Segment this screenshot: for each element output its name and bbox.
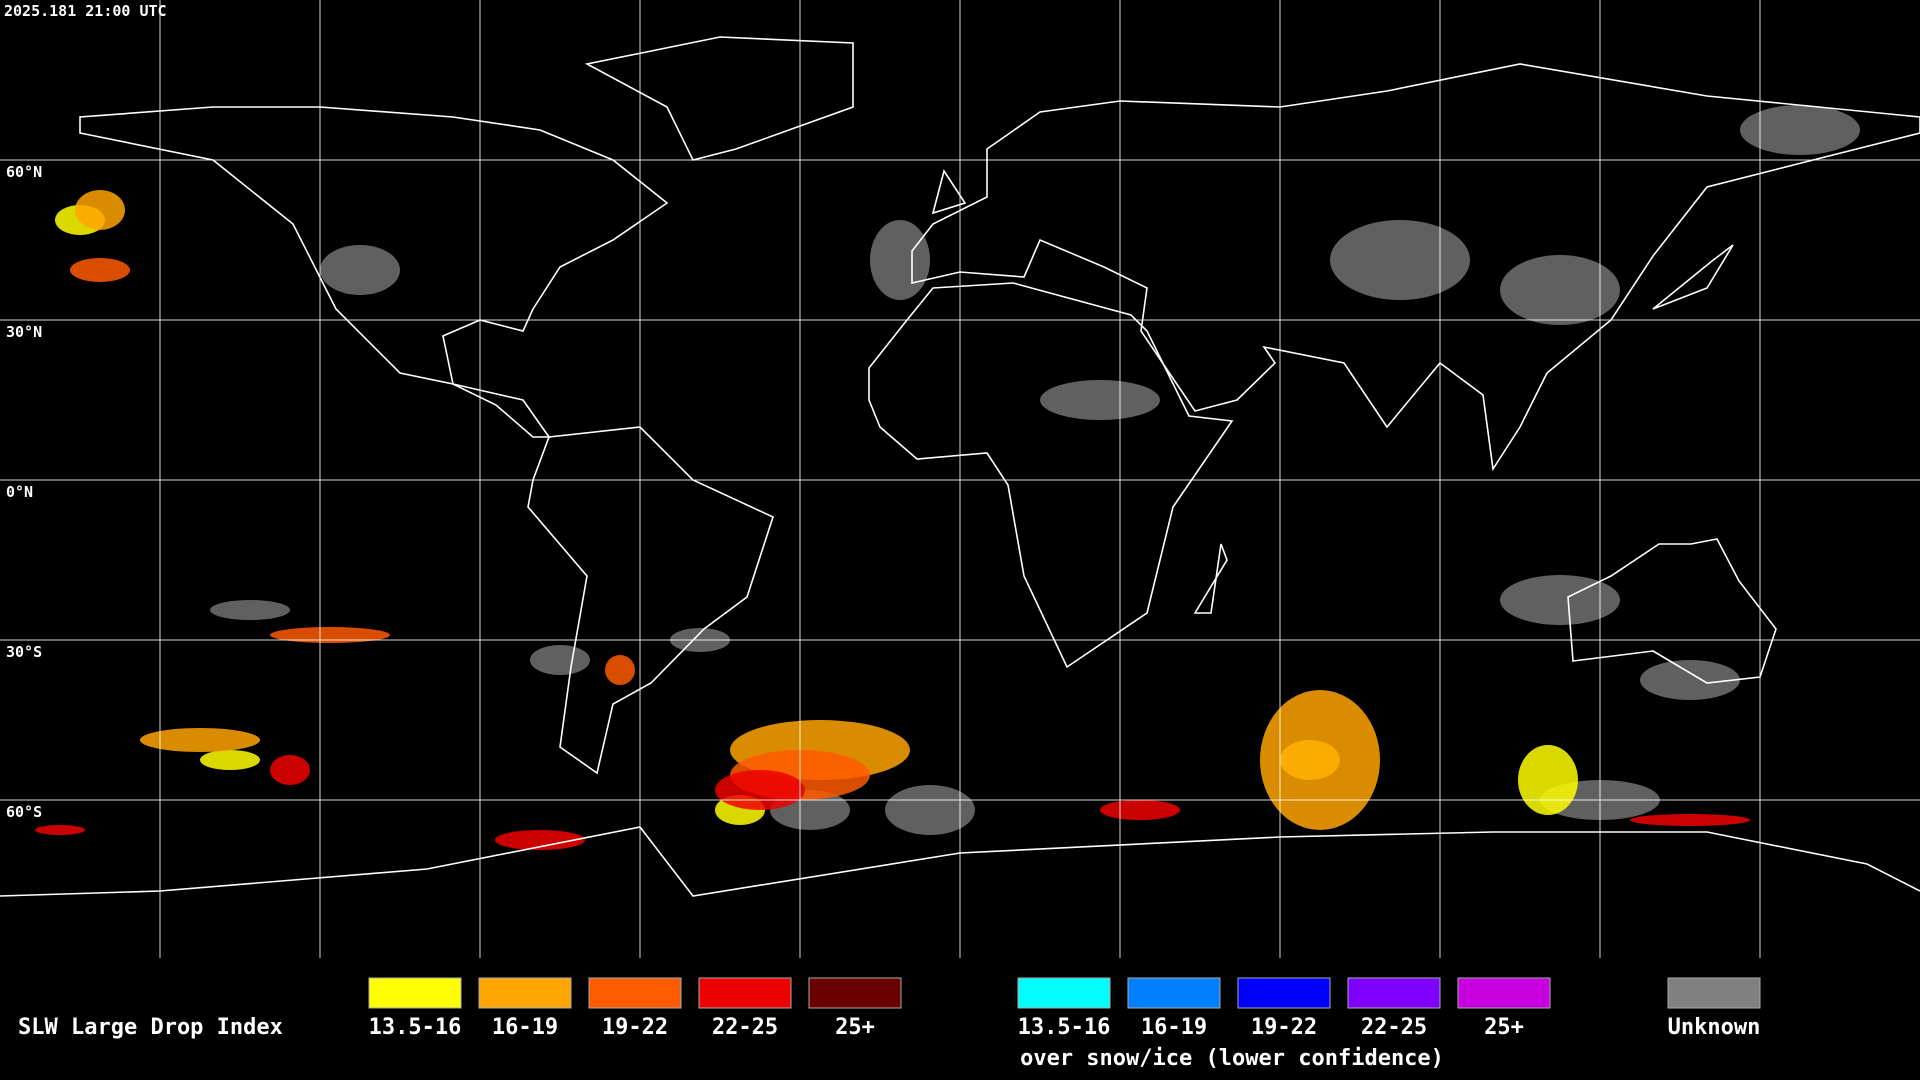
legend-swatch: [588, 977, 682, 1009]
snow-ice-label: 25+: [1484, 1015, 1524, 1040]
latitude-label: 60°S: [6, 803, 42, 821]
unknown-swatch: [1667, 977, 1761, 1009]
snow-ice-swatch: [1347, 977, 1441, 1009]
legend-swatch: [698, 977, 792, 1009]
latitude-label: 30°N: [6, 323, 42, 341]
snow-ice-note: over snow/ice (lower confidence): [1020, 1046, 1444, 1071]
timestamp: 2025.181 21:00 UTC: [4, 2, 167, 20]
south-america: [527, 426, 774, 775]
legend: SLW Large Drop Index over snow/ice (lowe…: [18, 977, 1761, 1071]
red-orange-clouds: [70, 258, 870, 800]
eurasia: [911, 63, 1920, 472]
snow-ice-label: 16-19: [1141, 1015, 1207, 1040]
unknown-label: Unknown: [1668, 1015, 1761, 1040]
snow-ice-label: 13.5-16: [1018, 1015, 1111, 1040]
legend-label: 19-22: [602, 1015, 668, 1040]
north-america: [79, 106, 669, 438]
snow-ice-swatch: [1127, 977, 1221, 1009]
cloud-field: [35, 105, 1860, 850]
legend-label: 13.5-16: [369, 1015, 462, 1040]
legend-swatch: [368, 977, 462, 1009]
japan: [1652, 244, 1734, 310]
legend-label: 22-25: [712, 1015, 778, 1040]
madagascar: [1193, 543, 1228, 614]
legend-label: 16-19: [492, 1015, 558, 1040]
latitude-label: 0°N: [6, 483, 33, 501]
legend-title: SLW Large Drop Index: [18, 1015, 283, 1040]
legend-swatch: [478, 977, 572, 1009]
africa: [868, 282, 1234, 669]
graticule: [0, 0, 1920, 958]
britain: [931, 169, 967, 215]
snow-ice-label: 19-22: [1251, 1015, 1317, 1040]
unknown-clouds: [210, 105, 1860, 835]
latitude-labels: 60°N 30°N 0°N 30°S 60°S: [6, 163, 42, 821]
australia: [1567, 538, 1777, 684]
snow-ice-swatch: [1237, 977, 1331, 1009]
antarctica: [0, 826, 1920, 897]
legend-label: 25+: [835, 1015, 875, 1040]
coastlines: [0, 36, 1920, 897]
legend-swatch: [808, 977, 902, 1009]
latitude-label: 60°N: [6, 163, 42, 181]
latitude-label: 30°S: [6, 643, 42, 661]
snow-ice-swatch: [1017, 977, 1111, 1009]
greenland: [584, 36, 854, 161]
snow-ice-label: 22-25: [1361, 1015, 1427, 1040]
snow-ice-swatch: [1457, 977, 1551, 1009]
